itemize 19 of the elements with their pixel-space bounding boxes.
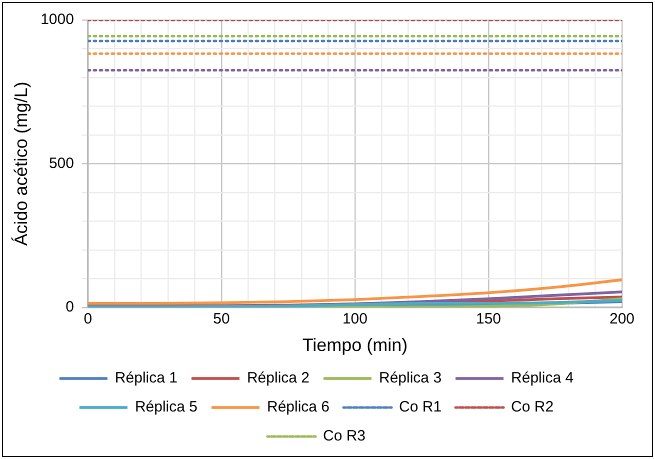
y-axis-title: Ácido acético (mg/L) (10, 82, 31, 246)
legend-label: Co R3 (322, 428, 366, 445)
legend-label: Réplica 2 (246, 370, 310, 387)
y-tick-label: 0 (66, 298, 74, 316)
x-tick-label: 150 (476, 310, 502, 328)
legend-label: Réplica 6 (266, 398, 330, 416)
legend-label: Réplica 3 (379, 370, 442, 387)
legend-label: Co R2 (511, 398, 554, 416)
legend-label: Réplica 5 (134, 398, 198, 416)
y-tick-label: 500 (48, 154, 74, 172)
legend-label: Réplica 4 (511, 370, 574, 387)
y-tick-label: 1000 (40, 11, 74, 28)
x-tick-label: 200 (609, 310, 635, 328)
x-tick-label: 0 (84, 310, 92, 328)
x-axis-title: Tiempo (min) (302, 335, 408, 356)
legend-label: Co R1 (399, 398, 442, 416)
x-tick-label: 100 (342, 310, 368, 328)
legend-label: Réplica 1 (114, 370, 178, 387)
x-tick-label: 50 (213, 310, 230, 328)
